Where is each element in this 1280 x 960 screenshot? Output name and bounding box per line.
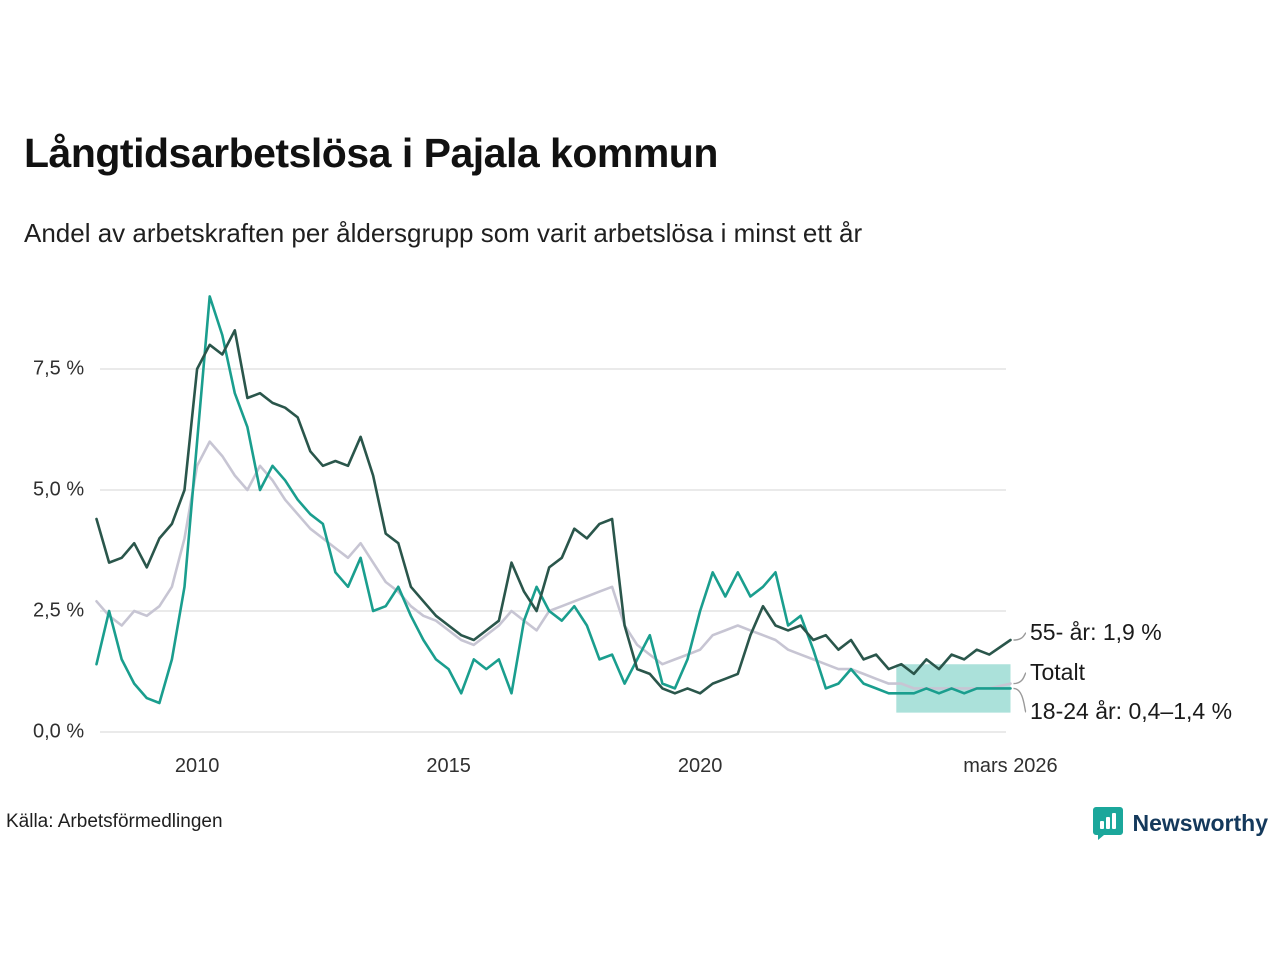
page-title: Långtidsarbetslösa i Pajala kommun [24,130,718,176]
annotation-label-Totalt: Totalt [1030,659,1085,685]
annotation-connector [1013,672,1027,685]
y-axis-tick-label: 7,5 % [33,357,85,380]
x-axis-tick-label: 2015 [426,755,471,777]
brand-name: Newsworthy [1132,809,1268,836]
x-axis-tick-label: mars 2026 [963,755,1058,777]
newsworthy-logo-icon [1092,806,1124,840]
source-note: Källa: Arbetsförmedlingen [6,811,223,832]
y-axis-tick-label: 0,0 % [33,720,85,743]
page-subtitle: Andel av arbetskraften per åldersgrupp s… [24,218,863,248]
y-axis-tick-label: 2,5 % [33,599,85,622]
brand-lockup: Newsworthy [1092,806,1268,840]
annotation-label-55- år: 55- år: 1,9 % [1030,619,1162,645]
annotation-connector [1013,687,1027,713]
x-axis-tick-label: 2020 [677,755,723,777]
annotation-label-18-24 år: 18-24 år: 0,4–1,4 % [1030,698,1233,724]
annotation-connector [1013,632,1027,641]
series-line-55- år [95,328,1012,695]
y-axis-tick-label: 5,0 % [33,478,85,501]
series-line-18-24 år [95,295,1012,705]
x-axis-tick-label: 2010 [174,755,220,777]
